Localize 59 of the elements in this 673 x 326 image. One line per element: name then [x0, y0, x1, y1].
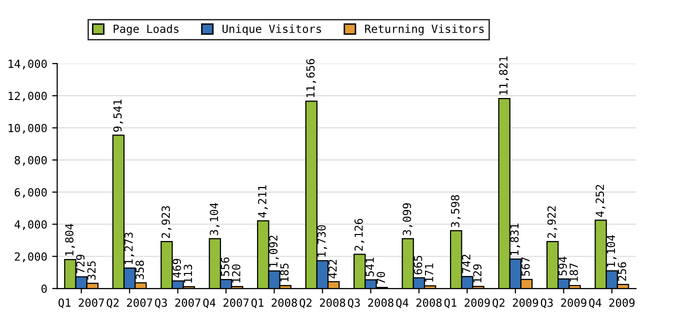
data-label: 325 [87, 261, 96, 280]
data-label: 3,598 [450, 195, 461, 228]
data-label: 541 [366, 258, 374, 276]
data-label: 422 [328, 260, 337, 278]
data-label: 187 [570, 263, 578, 282]
data-label: 2,126 [354, 218, 364, 251]
data-label: 594 [558, 256, 567, 276]
y-tick-label: 14,000 [8, 60, 47, 70]
y-tick-label: 4,000 [14, 220, 47, 230]
data-label: 4,252 [596, 184, 606, 217]
x-tick-label: Q1 2008 [251, 298, 297, 308]
x-tick-label: Q3 2007 [155, 298, 200, 308]
data-label: 4,211 [258, 185, 268, 218]
data-label: 3,099 [402, 203, 412, 236]
x-tick-label: Q4 2009 [589, 298, 635, 308]
data-label: 742 [462, 254, 470, 274]
data-label: 1,831 [510, 224, 520, 255]
data-label: 469 [172, 258, 182, 278]
data-label: 129 [473, 264, 482, 282]
data-label: 358 [135, 260, 144, 280]
data-label: 1,804 [65, 224, 75, 256]
data-label: 185 [280, 264, 289, 282]
data-label: 1,273 [124, 232, 134, 264]
data-label: 9,541 [113, 100, 124, 132]
data-label: 11,821 [499, 56, 509, 94]
data-label: 11,656 [306, 59, 316, 98]
y-tick-label: 0 [42, 284, 47, 293]
x-tick-label: Q3 2008 [348, 298, 394, 308]
data-label: 171 [425, 264, 434, 282]
data-label: 567 [521, 257, 530, 276]
data-label: 113 [184, 264, 192, 283]
x-tick-label: Q4 2007 [203, 298, 249, 308]
x-tick-label: Q1 2009 [444, 298, 490, 308]
x-tick-label: Q2 2008 [300, 298, 346, 308]
y-tick-label: 10,000 [8, 124, 47, 134]
legend-label: Page Loads [114, 24, 178, 36]
y-tick-label: 2,000 [14, 252, 47, 262]
x-tick-label: Q2 2007 [106, 298, 152, 308]
y-tick-label: 6,000 [14, 188, 47, 198]
data-label: 1,104 [606, 235, 617, 267]
legend-label: Unique Visitors [222, 24, 322, 36]
x-tick-label: Q4 2008 [396, 298, 442, 308]
data-label: 1,730 [317, 225, 328, 257]
data-label: 556 [220, 257, 230, 276]
legend-label: Returning Visitors [365, 24, 484, 36]
data-label: 2,922 [547, 206, 558, 238]
y-tick-label: 12,000 [8, 92, 47, 102]
x-tick-label: Q3 2009 [540, 298, 586, 308]
x-tick-label: Q1 2007 [58, 298, 104, 308]
y-tick-label: 8,000 [14, 156, 47, 166]
data-label: 70 [376, 272, 386, 284]
data-label: 3,104 [210, 202, 220, 236]
data-label: 729 [76, 254, 85, 274]
data-label: 120 [232, 264, 240, 282]
x-tick-label: Q2 2009 [492, 298, 538, 308]
data-label: 2,923 [162, 206, 172, 238]
data-label: 256 [618, 262, 626, 281]
data-label: 665 [414, 256, 422, 274]
data-label: 1,092 [269, 236, 279, 267]
